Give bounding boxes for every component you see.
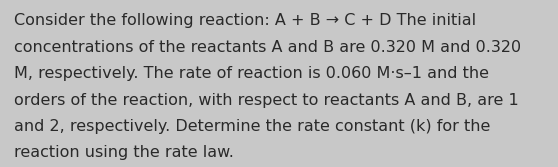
Text: M, respectively. The rate of reaction is 0.060 M·s–1 and the: M, respectively. The rate of reaction is…: [14, 66, 489, 81]
Text: and 2, respectively. Determine the rate constant (k) for the: and 2, respectively. Determine the rate …: [14, 119, 490, 134]
Text: reaction using the rate law.: reaction using the rate law.: [14, 145, 234, 160]
Text: orders of the reaction, with respect to reactants A and B, are 1: orders of the reaction, with respect to …: [14, 93, 519, 108]
Text: Consider the following reaction: A + B → C + D The initial: Consider the following reaction: A + B →…: [14, 13, 476, 28]
Text: concentrations of the reactants A and B are 0.320 M and 0.320: concentrations of the reactants A and B …: [14, 40, 521, 55]
